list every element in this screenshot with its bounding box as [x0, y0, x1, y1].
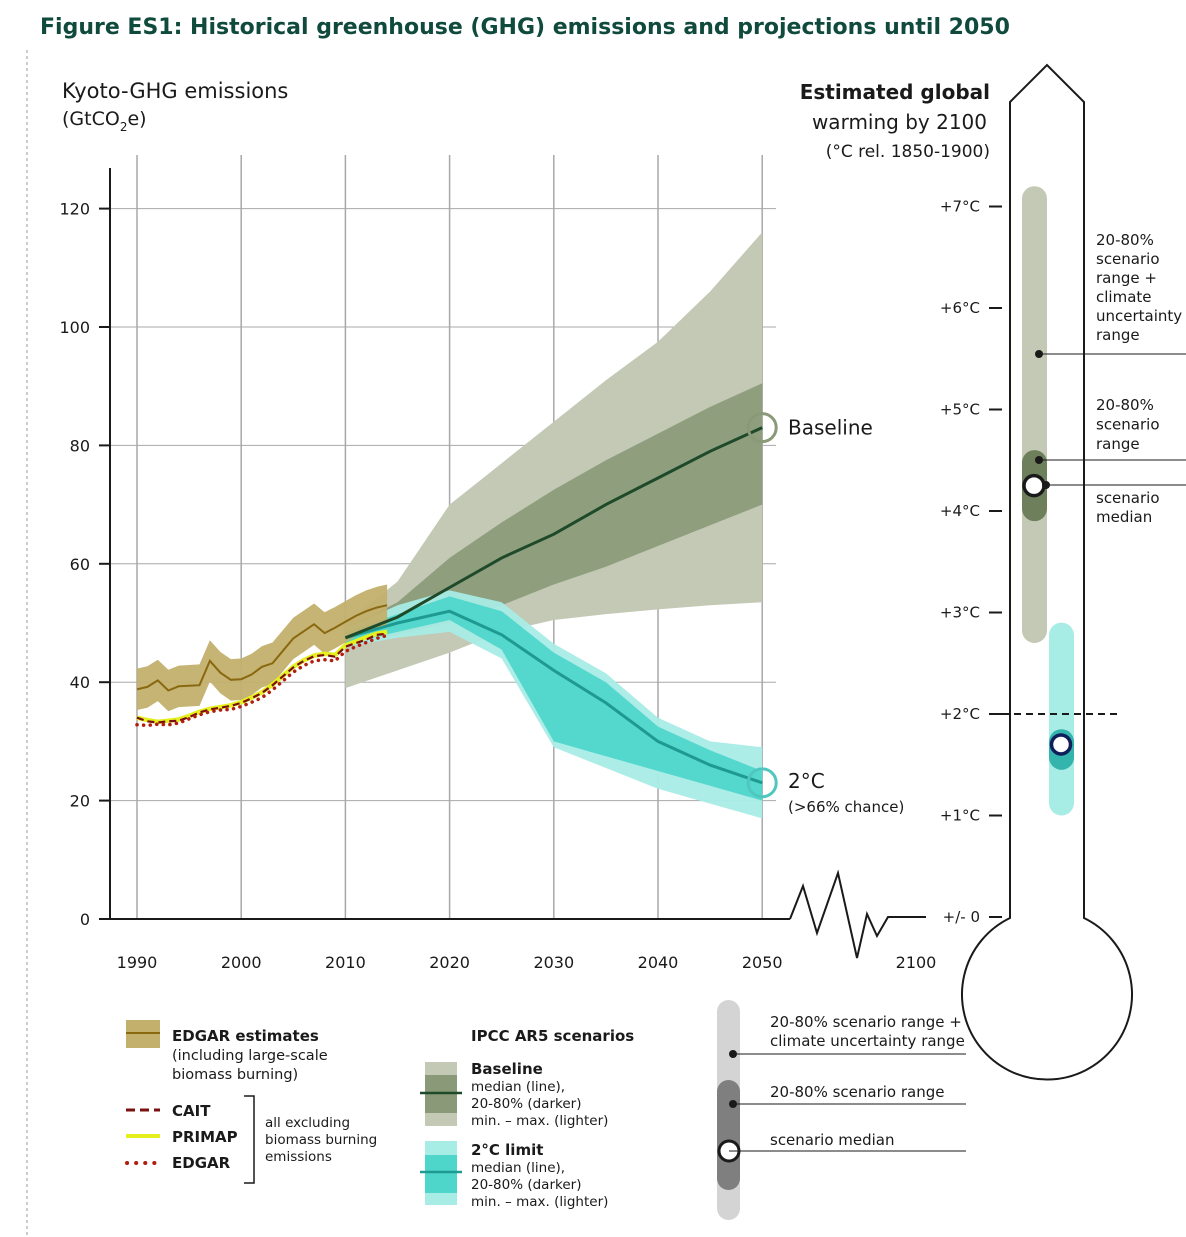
baseline-label: Baseline [788, 416, 873, 440]
two-c-end-marker [746, 767, 778, 799]
key-dark-bar [717, 1080, 740, 1190]
thermo-baseline-full-range [1022, 186, 1047, 643]
thermo-bars: +/- 0+1°C+2°C+3°C+4°C+5°C+6°C+7°C20-80%s… [940, 186, 1186, 926]
thermo-tick-label-0: +/- 0 [943, 908, 980, 926]
legend-2c-title: 2°C limit [471, 1141, 543, 1159]
line-2c-median [344, 609, 763, 785]
legend-baseline-l3: min. – max. (lighter) [471, 1113, 608, 1129]
bands [137, 232, 763, 819]
thermo-tick-label-1: +1°C [940, 807, 980, 825]
x-tick-label-2040: 2040 [638, 953, 679, 972]
thermo-annot-2-line-2: range [1096, 435, 1140, 453]
series-lines [135, 426, 763, 785]
band-2c-20-80 [345, 596, 763, 801]
legend-bracket [244, 1095, 255, 1184]
legend: EDGAR estimates (including large-scale b… [125, 1000, 966, 1220]
chart-labels: Baseline 2°C (>66% chance) [746, 412, 904, 816]
thermo-annot-1-line-2: range + [1096, 269, 1157, 287]
x-tick-label-2020: 2020 [429, 953, 470, 972]
thermo-title-3: (°C rel. 1850-1900) [826, 142, 990, 162]
legend-baseline-l2: 20-80% (darker) [471, 1096, 581, 1112]
x-tick-label-2030: 2030 [533, 953, 574, 972]
key-label-2: 20-80% scenario range [770, 1083, 945, 1101]
x-tick-label-2010: 2010 [325, 953, 366, 972]
thermo-2c-full-range [1049, 622, 1074, 816]
thermo-tick-label-4: +4°C [940, 502, 980, 520]
y-axis-unit: (GtCO2e) [62, 108, 147, 134]
thermo-annot-1-line-4: uncertainty [1096, 307, 1182, 325]
legend-2c-dark [425, 1155, 457, 1193]
legend-edgar-est-1: EDGAR estimates [172, 1027, 319, 1045]
x-tick-label-1990: 1990 [117, 953, 158, 972]
band-edgar-estimates [137, 584, 388, 712]
thermo-annot-2-line-1: scenario [1096, 416, 1160, 434]
key-label-3: scenario median [770, 1131, 895, 1149]
thermo-title-1: Estimated global [800, 80, 990, 104]
thermo-baseline-median [1022, 473, 1046, 498]
thermo-annot-1-line-0: 20-80% [1096, 231, 1154, 249]
y-tick-label-120: 120 [59, 200, 90, 219]
x-tick-label-2100: 2100 [896, 953, 937, 972]
legend-edgar: EDGAR [172, 1154, 231, 1172]
legend-bracket-2: biomass burning [265, 1132, 377, 1148]
thermo-tick-label-5: +5°C [940, 401, 980, 419]
legend-cait: CAIT [172, 1102, 211, 1120]
legend-baseline-l1: median (line), [471, 1079, 565, 1095]
key-label-1b: climate uncertainty range [770, 1032, 965, 1050]
y-tick-label-60: 60 [70, 555, 90, 574]
thermo-tick-label-3: +3°C [940, 604, 980, 622]
legend-ipcc: IPCC AR5 scenarios [471, 1027, 634, 1045]
baseline-end-marker [746, 412, 778, 444]
x-tick-label-2000: 2000 [221, 953, 262, 972]
y-tick-label-0: 0 [80, 910, 90, 929]
legend-2c-l1: median (line), [471, 1160, 565, 1176]
thermo-tick-label-2: +2°C [940, 705, 980, 723]
thermo-annot-1-line-5: range [1096, 326, 1140, 344]
thermo-annot-2-line-0: 20-80% [1096, 396, 1154, 414]
thermometer: Estimated global warming by 2100 (°C rel… [800, 63, 1186, 1081]
legend-bracket-1: all excluding [265, 1115, 350, 1131]
thermo-2c-median [1049, 733, 1073, 756]
thermo-title-2: warming by 2100 [812, 110, 987, 134]
thermo-annot-3-line-1: median [1096, 508, 1152, 526]
legend-primap: PRIMAP [172, 1128, 238, 1146]
legend-edgar-est-2: (including large-scale [172, 1048, 328, 1064]
y-tick-label-100: 100 [59, 318, 90, 337]
x-tick-label-2050: 2050 [742, 953, 783, 972]
line-primap [136, 629, 388, 725]
thermo-annot-1-line-1: scenario [1096, 250, 1160, 268]
thermo-tick-label-6: +6°C [940, 299, 980, 317]
y-tick-label-80: 80 [70, 436, 90, 455]
thermo-annot-3-line-0: scenario [1096, 489, 1160, 507]
legend-edgar-est-3: biomass burning) [172, 1067, 298, 1083]
legend-baseline-title: Baseline [471, 1060, 543, 1078]
thermo-tick-label-7: +7°C [940, 198, 980, 216]
y-tick-label-40: 40 [70, 673, 90, 692]
line-edgar-estimates [136, 604, 388, 692]
band-baseline-20-80 [345, 383, 763, 647]
key-label-1a: 20-80% scenario range + [770, 1013, 962, 1031]
y-axis-label: Kyoto-GHG emissions [62, 79, 288, 103]
line-baseline-median [344, 426, 763, 640]
legend-bracket-3: emissions [265, 1149, 332, 1165]
x-axis-break [789, 869, 926, 959]
figure-title: Figure ES1: Historical greenhouse (GHG) … [40, 15, 1010, 40]
two-c-label: 2°C [788, 769, 825, 793]
thermo-annot-1-line-3: climate [1096, 288, 1152, 306]
legend-2c-l3: min. – max. (lighter) [471, 1194, 608, 1210]
y-tick-label-20: 20 [70, 792, 90, 811]
legend-2c-l2: 20-80% (darker) [471, 1177, 581, 1193]
two-c-note: (>66% chance) [788, 798, 904, 816]
